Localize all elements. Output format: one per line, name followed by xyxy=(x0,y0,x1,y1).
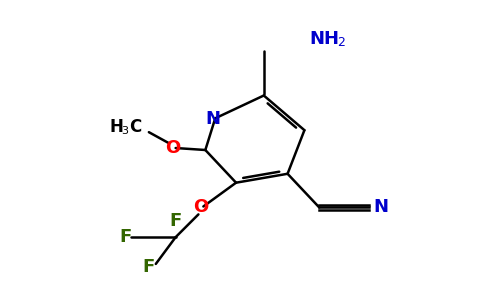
Text: H: H xyxy=(109,118,123,136)
Text: F: F xyxy=(143,258,155,276)
Text: N: N xyxy=(373,199,388,217)
Text: 3: 3 xyxy=(121,126,128,136)
Text: C: C xyxy=(129,118,141,136)
Text: 2: 2 xyxy=(337,37,345,50)
Text: O: O xyxy=(165,139,180,157)
Text: F: F xyxy=(119,228,131,246)
Text: O: O xyxy=(193,199,208,217)
Text: NH: NH xyxy=(309,30,339,48)
Text: N: N xyxy=(206,110,221,128)
Text: F: F xyxy=(169,212,182,230)
